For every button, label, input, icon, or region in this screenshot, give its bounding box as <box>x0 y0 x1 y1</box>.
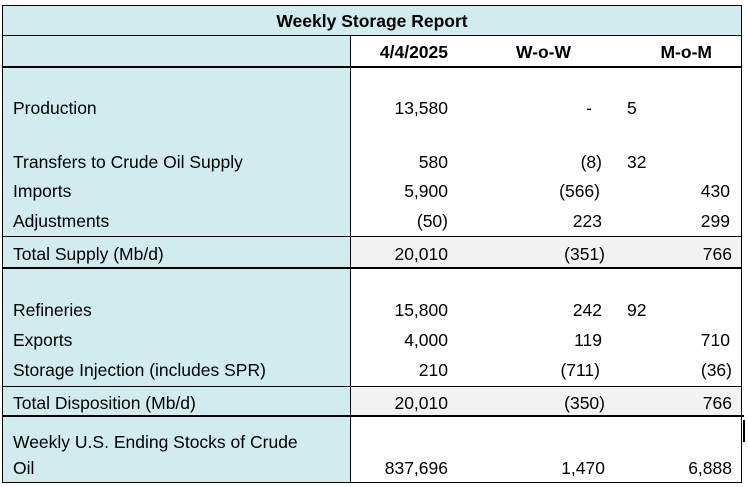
row-label-ending-stocks-line2: Oil <box>13 458 35 478</box>
refineries-mom-value: 92 <box>627 300 647 320</box>
refineries-wow-value: 242 <box>572 300 602 320</box>
row-label-total-disposition: Total Disposition (Mb/d) <box>13 393 196 413</box>
row-label-exports: Exports <box>13 330 73 350</box>
grid-line <box>2 415 744 417</box>
total-disposition-row-bg <box>350 387 742 416</box>
row-label-ending-stocks-line1: Weekly U.S. Ending Stocks of Crude <box>13 432 298 452</box>
exports-mom-value: 710 <box>700 330 730 350</box>
grid-line <box>2 35 742 36</box>
column-header-date: 4/4/2025 <box>379 42 448 62</box>
refineries-date-value: 15,800 <box>394 300 448 320</box>
grid-line <box>350 35 351 483</box>
total-supply-mom-value: 766 <box>702 244 732 264</box>
total-supply-wow-value: (351) <box>564 244 605 264</box>
exports-date-value: 4,000 <box>404 330 448 350</box>
total-disposition-mom-value: 766 <box>702 393 732 413</box>
title-row-bg <box>2 6 742 36</box>
grid-line <box>2 5 742 6</box>
exports-wow-value: 119 <box>574 330 602 350</box>
transfers-wow-value: (8) <box>580 152 602 172</box>
row-label-transfers: Transfers to Crude Oil Supply <box>13 152 243 172</box>
column-header-wow: W-o-W <box>515 42 571 62</box>
label-column-bg <box>2 67 350 482</box>
storage-mom-value: (36) <box>700 360 732 380</box>
grid-line <box>2 386 742 387</box>
imports-wow-value: (566) <box>559 181 600 201</box>
grid-line <box>741 5 742 483</box>
row-label-refineries: Refineries <box>13 300 92 320</box>
ending-stocks-date-value: 837,696 <box>384 458 448 478</box>
total-supply-row-bg <box>350 237 742 268</box>
report-title: Weekly Storage Report <box>276 11 468 31</box>
total-disposition-wow-value: (350) <box>564 393 605 413</box>
production-date-value: 13,580 <box>394 98 448 118</box>
grid-line <box>2 482 742 483</box>
imports-date-value: 5,900 <box>404 181 448 201</box>
row-label-adjustments: Adjustments <box>13 211 110 231</box>
row-label-storage-injection: Storage Injection (includes SPR) <box>13 360 266 380</box>
transfers-mom-value: 32 <box>627 152 647 172</box>
storage-wow-value: (711) <box>560 360 600 380</box>
row-label-imports: Imports <box>13 181 72 201</box>
grid-line <box>2 5 3 483</box>
production-mom-value: 5 <box>627 98 637 118</box>
total-supply-date-value: 20,010 <box>394 244 448 264</box>
production-wow-value: - <box>586 98 592 118</box>
adjustments-wow-value: 223 <box>572 211 602 231</box>
grid-line <box>2 66 742 68</box>
adjustments-mom-value: 299 <box>700 211 730 231</box>
grid-line <box>2 267 742 269</box>
edge-mark <box>743 420 745 442</box>
header-label-cell-bg <box>2 36 350 67</box>
adjustments-date-value: (50) <box>416 211 448 231</box>
ending-stocks-mom-value: 6,888 <box>688 458 732 478</box>
row-label-total-supply: Total Supply (Mb/d) <box>13 244 164 264</box>
ending-stocks-wow-value: 1,470 <box>561 458 605 478</box>
storage-date-value: 210 <box>418 360 448 380</box>
imports-mom-value: 430 <box>700 181 730 201</box>
row-label-production: Production <box>13 98 97 118</box>
transfers-date-value: 580 <box>418 152 448 172</box>
grid-line <box>2 236 742 237</box>
column-header-mom: M-o-M <box>660 42 712 62</box>
total-disposition-date-value: 20,010 <box>394 393 448 413</box>
